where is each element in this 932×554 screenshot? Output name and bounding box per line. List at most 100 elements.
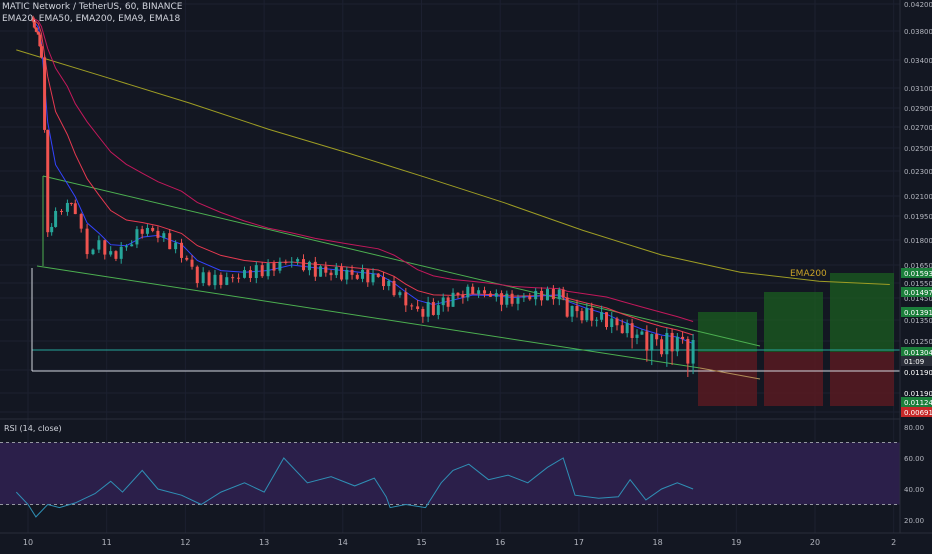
price-tag-bg <box>901 367 932 377</box>
candle-body <box>376 273 380 278</box>
candle-body <box>640 331 644 335</box>
candle-body <box>225 277 229 285</box>
candle-body <box>670 332 674 352</box>
candle-body <box>691 340 695 364</box>
candle-body <box>180 242 184 258</box>
candle-body <box>284 261 288 263</box>
price-tick-label: 0.01950 <box>904 213 932 221</box>
price-tag-bg <box>901 356 932 366</box>
candle-body <box>466 286 470 298</box>
candle-body <box>219 274 223 285</box>
candle-body <box>130 244 134 247</box>
price-tick-label: 0.02500 <box>904 145 932 153</box>
candle-body <box>195 266 199 284</box>
candle-body <box>278 261 282 271</box>
candle-body <box>237 277 241 279</box>
candle-body <box>109 251 113 255</box>
price-tick-label: 0.01650 <box>904 262 932 270</box>
candle-body <box>534 290 538 300</box>
candle-body <box>686 338 690 364</box>
candle-body <box>371 273 375 283</box>
candle-body <box>119 246 123 259</box>
candle-body <box>565 297 569 317</box>
time-tick-label: 14 <box>338 538 348 547</box>
candle-body <box>366 269 370 283</box>
rsi-line <box>15 457 694 518</box>
candle-body <box>174 242 178 250</box>
candle-body <box>43 57 47 130</box>
candle-body <box>557 289 561 300</box>
price-tick-label: 0.03100 <box>904 85 932 93</box>
trend-channel <box>36 175 761 380</box>
candle-body <box>266 263 270 277</box>
price-tick-label: 0.02100 <box>904 193 932 201</box>
candle-body <box>69 202 73 204</box>
candle-body <box>36 31 40 35</box>
candle-body <box>585 308 589 321</box>
candle-body <box>213 274 217 286</box>
candle-body <box>190 259 194 267</box>
price-tag-bg <box>901 388 932 398</box>
candle-body <box>600 312 604 320</box>
ema200-line <box>16 49 890 285</box>
candle-body <box>421 308 425 317</box>
candle-body <box>580 311 584 321</box>
candle-body <box>79 214 83 229</box>
candle-body <box>630 323 634 338</box>
price-tag-bg <box>901 397 932 407</box>
candle-body <box>615 318 619 326</box>
candle-body <box>561 289 565 298</box>
candle-body <box>272 263 276 271</box>
price-axis[interactable]: 0.04200 0.03800 0.03400 0.03100 0.02900 0.027… <box>904 1 932 525</box>
candle-body <box>302 259 306 271</box>
candle-body <box>650 334 654 351</box>
candle-body <box>307 261 311 271</box>
candle-body <box>488 293 492 297</box>
candle-body <box>494 293 498 297</box>
candle-body <box>248 270 252 279</box>
chart-title: MATIC Network / TetherUS, 60, BINANCE <box>2 2 183 12</box>
candle-body <box>97 240 101 250</box>
candle-body <box>31 17 35 22</box>
candle-body <box>392 280 396 296</box>
candle-body <box>296 259 300 262</box>
time-tick-label: 17 <box>574 538 584 547</box>
indicator-list: EMA20, EMA50, EMA200, EMA9, EMA18 <box>2 14 181 24</box>
candle-body <box>355 274 359 279</box>
candle-body <box>528 296 532 300</box>
price-tick-label: 0.01800 <box>904 237 932 245</box>
candle-body <box>660 339 664 355</box>
rsi-tick-label: 20.00 <box>904 517 924 525</box>
price-tag-label: 0.01124 <box>904 399 932 407</box>
candle-body <box>635 334 639 338</box>
time-tick-label: 18 <box>653 538 663 547</box>
candle-body <box>313 261 317 277</box>
candle-body <box>522 296 526 298</box>
candle-body <box>124 246 128 248</box>
candle-body <box>441 297 445 306</box>
candle-body <box>324 266 328 273</box>
candle-body <box>665 332 669 355</box>
candle-body <box>60 210 64 212</box>
rsi-tick-label: 60.00 <box>904 455 924 463</box>
rsi-tick-label: 80.00 <box>904 424 924 432</box>
position-boxes <box>31 268 900 406</box>
candle-body <box>675 336 679 352</box>
candle-body <box>242 270 246 278</box>
price-tick-label: 0.01250 <box>904 338 932 346</box>
time-tick-label: 11 <box>102 538 112 547</box>
time-axis[interactable]: 10 11 12 13 14 15 16 17 18 19 20 2 <box>23 538 896 547</box>
candle-body <box>32 21 36 28</box>
price-tag-label: 0.01304 <box>904 349 932 357</box>
candle-body <box>404 292 408 306</box>
price-tick-label: 0.02900 <box>904 105 932 113</box>
price-tick-label: 0.03400 <box>904 57 932 65</box>
rsi-tick-label: 40.00 <box>904 486 924 494</box>
ema50-line <box>31 17 694 322</box>
candle-body <box>446 297 450 307</box>
candle-body <box>410 305 414 307</box>
time-tick-label: 15 <box>416 538 426 547</box>
candle-body <box>431 302 435 315</box>
candle-body <box>483 290 487 294</box>
